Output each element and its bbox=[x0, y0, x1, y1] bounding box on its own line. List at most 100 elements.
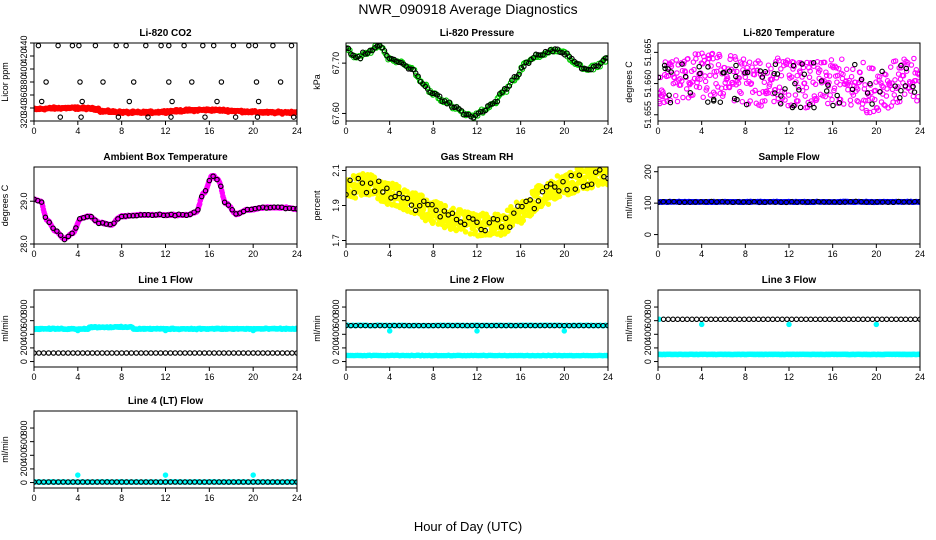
data-point-black bbox=[347, 177, 353, 184]
data-point-black bbox=[658, 199, 661, 205]
x-tick-label: 16 bbox=[828, 372, 838, 382]
data-point-black bbox=[727, 316, 733, 323]
data-point-average bbox=[814, 96, 820, 102]
data-point-black bbox=[118, 350, 125, 356]
data-point-average bbox=[883, 93, 890, 99]
data-point-black bbox=[552, 46, 558, 52]
x-tick-label: 8 bbox=[743, 126, 748, 136]
data-point-black bbox=[346, 191, 349, 198]
data-point-average bbox=[837, 96, 844, 103]
data-point-average bbox=[554, 173, 561, 179]
x-tick-label: 16 bbox=[828, 249, 838, 259]
data-point-black bbox=[552, 184, 558, 190]
data-point-black bbox=[477, 109, 484, 115]
data-point-black bbox=[69, 230, 75, 237]
data-point-black bbox=[722, 316, 728, 323]
data-point-black bbox=[762, 199, 768, 206]
data-point-average bbox=[826, 73, 833, 79]
x-tick-label: 12 bbox=[784, 126, 794, 136]
data-point-black bbox=[123, 350, 130, 356]
data-point-average bbox=[854, 98, 860, 104]
data-point-cyan bbox=[75, 472, 81, 478]
data-point-black bbox=[355, 175, 362, 182]
y-tick-label: 380 bbox=[19, 74, 29, 89]
data-point-average bbox=[833, 65, 840, 71]
data-point-black bbox=[667, 99, 674, 106]
data-point-black bbox=[96, 220, 102, 227]
data-point-black bbox=[284, 350, 291, 356]
y-tick-label: 320 bbox=[19, 113, 29, 128]
data-point-average bbox=[667, 97, 673, 103]
panel-title: Line 4 (LT) Flow bbox=[128, 396, 204, 407]
data-point-average bbox=[679, 78, 685, 84]
data-point-average bbox=[520, 217, 527, 224]
x-tick-label: 24 bbox=[292, 249, 302, 259]
x-tick-label: 24 bbox=[915, 126, 925, 136]
data-point-black bbox=[45, 350, 52, 356]
data-point-black bbox=[852, 61, 858, 68]
data-point-black bbox=[869, 199, 875, 205]
data-point-black bbox=[374, 43, 380, 49]
data-point-black bbox=[201, 350, 208, 356]
data-point-average bbox=[792, 92, 799, 98]
data-point-average bbox=[671, 74, 678, 81]
y-tick-label: 400 bbox=[643, 327, 653, 342]
data-point-black bbox=[240, 350, 247, 356]
data-point-average bbox=[876, 73, 883, 80]
data-point-average bbox=[556, 193, 563, 200]
data-point-black bbox=[43, 79, 49, 85]
x-tick-label: 20 bbox=[248, 372, 258, 382]
data-point-average bbox=[901, 91, 908, 97]
data-point-average bbox=[735, 80, 742, 86]
x-tick-label: 20 bbox=[559, 126, 569, 136]
y-tick-label: 100 bbox=[643, 196, 653, 211]
data-point-black bbox=[826, 199, 832, 205]
data-point-black bbox=[169, 98, 175, 105]
data-point-black bbox=[572, 186, 579, 192]
x-tick-label: 0 bbox=[343, 249, 348, 259]
data-point-black bbox=[84, 350, 91, 356]
data-point-average bbox=[822, 93, 829, 100]
x-tick-label: 16 bbox=[516, 126, 526, 136]
y-tick-label: 200 bbox=[331, 340, 341, 355]
data-point-black bbox=[492, 98, 498, 105]
data-point-black bbox=[246, 43, 252, 49]
data-point-black bbox=[245, 350, 252, 356]
data-point-average bbox=[731, 97, 738, 104]
data-point-black bbox=[449, 210, 456, 217]
data-point-black bbox=[708, 316, 714, 323]
data-point-black bbox=[46, 219, 52, 226]
data-point-black bbox=[289, 350, 295, 356]
data-point-black bbox=[755, 316, 762, 323]
data-point-cyan bbox=[162, 327, 169, 334]
data-point-black bbox=[746, 316, 752, 323]
data-point-black bbox=[35, 43, 42, 49]
data-point-black bbox=[235, 350, 242, 356]
data-point-black bbox=[404, 195, 411, 202]
data-point-black bbox=[687, 199, 693, 205]
data-point-black bbox=[158, 43, 164, 49]
data-point-average bbox=[900, 72, 907, 79]
x-tick-label: 8 bbox=[119, 249, 124, 259]
data-point-black bbox=[784, 316, 790, 323]
data-point-average bbox=[911, 55, 917, 62]
data-point-black bbox=[282, 205, 289, 212]
data-point-average bbox=[734, 68, 740, 75]
data-point-black bbox=[396, 190, 402, 197]
data-point-black bbox=[810, 199, 816, 205]
data-point-black bbox=[687, 90, 694, 96]
data-point-average bbox=[693, 56, 699, 62]
data-point-black bbox=[187, 350, 193, 356]
x-tick-label: 24 bbox=[292, 493, 302, 503]
data-point-average bbox=[807, 68, 813, 74]
data-point-black bbox=[822, 316, 828, 323]
data-point-cyan bbox=[474, 328, 480, 334]
data-point-black bbox=[113, 43, 119, 49]
data-point-black bbox=[457, 219, 464, 225]
data-point-black bbox=[75, 350, 81, 356]
data-point-black bbox=[804, 199, 811, 205]
data-point-black bbox=[547, 181, 554, 187]
data-point-black bbox=[698, 316, 705, 323]
